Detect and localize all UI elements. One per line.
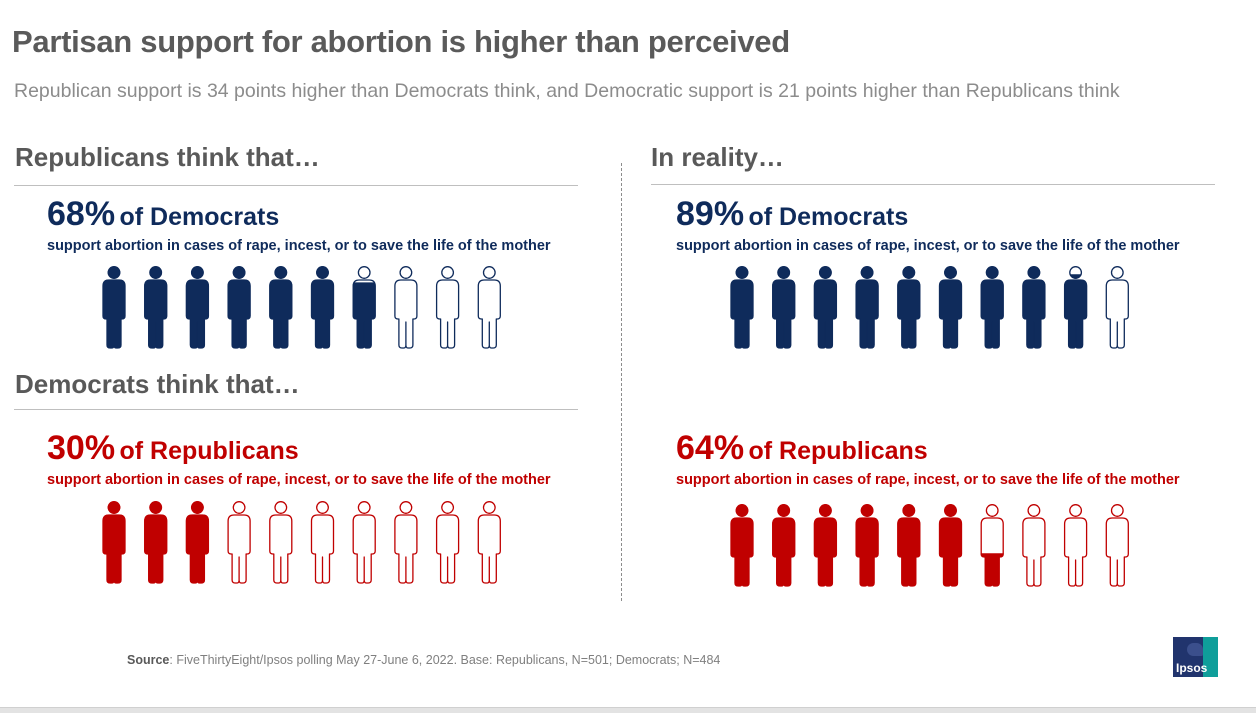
person-icon	[1105, 504, 1129, 587]
stat-percent: 89%	[676, 195, 745, 233]
stat-group: of Democrats	[119, 203, 280, 231]
pictograph-perceived-republicans	[97, 500, 527, 584]
person-icon	[269, 266, 293, 349]
chart-subtitle: Republican support is 34 points higher t…	[14, 80, 1120, 102]
person-icon	[772, 504, 796, 587]
stat-group: of Republicans	[748, 437, 928, 465]
person-icon	[938, 504, 963, 587]
logo-text: Ipsos	[1176, 661, 1208, 675]
person-icon	[310, 266, 335, 349]
person-icon	[269, 501, 293, 584]
stat-percent: 68%	[47, 195, 116, 233]
person-icon	[227, 266, 251, 349]
person-icon	[394, 501, 418, 584]
person-icon	[730, 504, 754, 587]
stat-percent: 64%	[676, 429, 745, 467]
person-icon	[1063, 504, 1088, 587]
stat-perceived-republicans: 30% of Republicans	[47, 429, 299, 468]
person-icon	[310, 501, 335, 584]
person-icon	[897, 266, 921, 349]
person-icon	[813, 266, 838, 349]
person-icon	[1022, 266, 1046, 349]
stat-actual-republicans: 64% of Republicans	[676, 429, 928, 468]
heading-in-reality: In reality…	[651, 142, 784, 172]
person-icon	[477, 501, 501, 584]
pictograph-svg	[730, 504, 1129, 587]
person-icon	[980, 266, 1004, 349]
pictograph-svg	[102, 501, 501, 584]
person-icon	[185, 501, 210, 584]
heading-democrats-think: Democrats think that…	[15, 369, 300, 399]
person-icon	[477, 266, 501, 349]
person-icon	[813, 504, 838, 587]
source-text: : FiveThirtyEight/Ipsos polling May 27-J…	[169, 653, 721, 667]
person-icon	[144, 501, 168, 584]
stat-group: of Democrats	[748, 203, 909, 231]
person-icon	[352, 501, 376, 584]
person-icon	[772, 266, 796, 349]
person-icon	[185, 266, 210, 349]
stat-percent: 30%	[47, 429, 116, 467]
person-icon	[435, 266, 460, 349]
person-icon	[435, 501, 460, 584]
pictograph-svg	[102, 266, 501, 349]
person-icon	[227, 501, 251, 584]
person-icon	[1063, 266, 1088, 349]
source-note: Source: FiveThirtyEight/Ipsos polling Ma…	[127, 653, 720, 667]
heading-republicans-think: Republicans think that…	[15, 142, 320, 172]
person-icon	[1022, 504, 1046, 587]
person-icon	[352, 266, 376, 349]
stat-description: support abortion in cases of rape, inces…	[676, 238, 1180, 254]
ipsos-logo: Ipsos	[1173, 637, 1218, 677]
pictograph-svg	[730, 266, 1129, 349]
person-icon	[394, 266, 418, 349]
stat-group: of Republicans	[119, 437, 299, 465]
logo-speech-icon	[1187, 643, 1203, 656]
person-icon	[102, 266, 126, 349]
stat-description: support abortion in cases of rape, inces…	[47, 472, 551, 488]
column-divider	[621, 163, 622, 601]
pictograph-actual-democrats	[725, 265, 1155, 349]
person-icon	[144, 266, 168, 349]
heading-rule	[651, 184, 1215, 185]
stat-description: support abortion in cases of rape, inces…	[47, 238, 551, 254]
person-icon	[855, 266, 879, 349]
heading-rule	[14, 185, 578, 186]
person-icon	[730, 266, 754, 349]
pictograph-perceived-democrats	[97, 265, 527, 349]
person-icon	[938, 266, 963, 349]
person-icon	[102, 501, 126, 584]
source-label: Source	[127, 653, 170, 667]
person-icon	[980, 504, 1004, 587]
person-icon	[897, 504, 921, 587]
person-icon	[1105, 266, 1129, 349]
stat-perceived-democrats: 68% of Democrats	[47, 195, 279, 234]
stat-description: support abortion in cases of rape, inces…	[676, 472, 1180, 488]
pictograph-actual-republicans	[725, 503, 1155, 587]
chart-title: Partisan support for abortion is higher …	[12, 24, 790, 59]
stat-actual-democrats: 89% of Democrats	[676, 195, 908, 234]
logo-accent	[1203, 637, 1218, 677]
person-icon	[855, 504, 879, 587]
heading-rule	[14, 409, 578, 410]
bottom-bar	[0, 707, 1256, 713]
